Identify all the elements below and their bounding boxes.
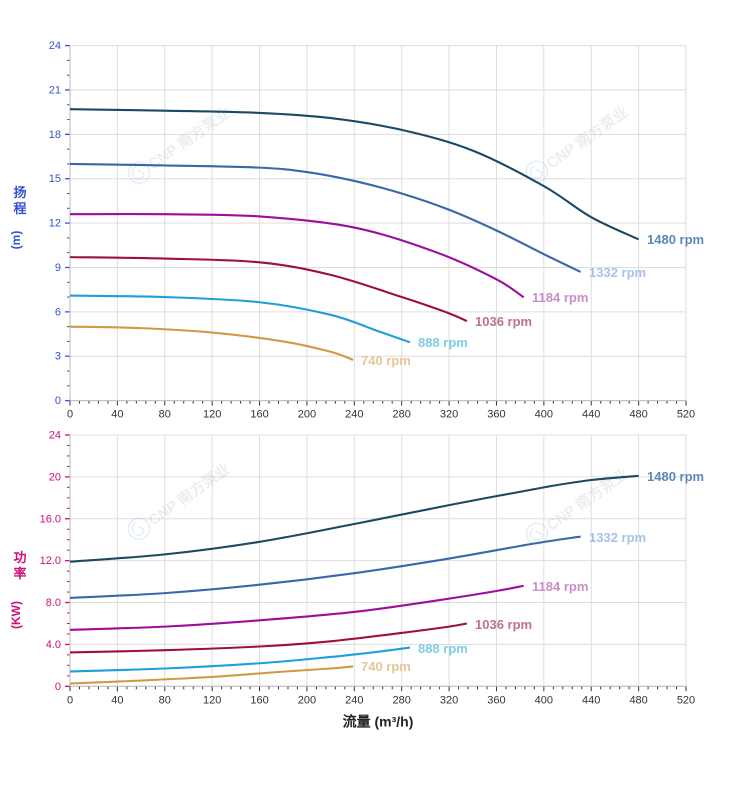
- svg-text:CNP 南方泵业: CNP 南方泵业: [543, 465, 632, 535]
- svg-text:8.0: 8.0: [46, 597, 61, 609]
- svg-text:(KW): (KW): [9, 601, 23, 629]
- svg-text:520: 520: [677, 409, 695, 421]
- svg-text:程: 程: [13, 201, 26, 216]
- svg-text:率: 率: [13, 566, 26, 581]
- svg-text:18: 18: [49, 129, 61, 141]
- svg-text:0: 0: [55, 395, 61, 407]
- svg-text:流量 (m³/h): 流量 (m³/h): [343, 713, 414, 729]
- svg-text:1332 rpm: 1332 rpm: [589, 265, 646, 280]
- svg-text:440: 440: [582, 409, 600, 421]
- svg-text:400: 400: [535, 409, 553, 421]
- svg-text:160: 160: [250, 694, 268, 706]
- svg-text:1036 rpm: 1036 rpm: [475, 314, 532, 329]
- svg-text:1184 rpm: 1184 rpm: [532, 579, 588, 594]
- svg-text:扬: 扬: [13, 185, 26, 200]
- svg-text:320: 320: [440, 694, 458, 706]
- svg-text:20: 20: [49, 471, 61, 483]
- svg-text:280: 280: [393, 694, 411, 706]
- svg-text:480: 480: [629, 409, 647, 421]
- svg-text:1184 rpm: 1184 rpm: [532, 290, 588, 305]
- svg-text:1480 rpm: 1480 rpm: [647, 232, 704, 247]
- svg-text:740 rpm: 740 rpm: [361, 353, 411, 368]
- svg-text:21: 21: [49, 84, 61, 96]
- svg-text:320: 320: [440, 409, 458, 421]
- svg-text:240: 240: [345, 409, 363, 421]
- svg-text:3: 3: [55, 351, 61, 363]
- svg-text:280: 280: [393, 409, 411, 421]
- svg-text:9: 9: [55, 262, 61, 274]
- svg-text:120: 120: [203, 409, 221, 421]
- svg-text:1332 rpm: 1332 rpm: [589, 530, 646, 545]
- svg-text:24: 24: [49, 430, 61, 442]
- svg-text:360: 360: [487, 694, 505, 706]
- svg-text:6: 6: [55, 306, 61, 318]
- svg-text:0: 0: [67, 694, 73, 706]
- svg-text:功: 功: [13, 550, 26, 565]
- svg-text:(m): (m): [9, 231, 23, 250]
- svg-text:160: 160: [250, 409, 268, 421]
- svg-text:740 rpm: 740 rpm: [361, 659, 411, 674]
- svg-text:360: 360: [487, 409, 505, 421]
- svg-text:40: 40: [111, 409, 123, 421]
- svg-text:CNP 南方泵业: CNP 南方泵业: [543, 103, 632, 173]
- svg-text:440: 440: [582, 694, 600, 706]
- svg-text:200: 200: [298, 694, 316, 706]
- svg-text:400: 400: [535, 694, 553, 706]
- svg-text:888 rpm: 888 rpm: [418, 641, 468, 656]
- svg-text:480: 480: [629, 694, 647, 706]
- svg-text:15: 15: [49, 173, 61, 185]
- svg-text:12.0: 12.0: [40, 555, 61, 567]
- svg-text:240: 240: [345, 694, 363, 706]
- svg-text:888 rpm: 888 rpm: [418, 335, 468, 350]
- svg-text:12: 12: [49, 218, 61, 230]
- svg-text:0: 0: [55, 681, 61, 693]
- svg-text:80: 80: [159, 694, 171, 706]
- svg-text:200: 200: [298, 409, 316, 421]
- svg-text:520: 520: [677, 694, 695, 706]
- svg-text:1480 rpm: 1480 rpm: [647, 469, 704, 484]
- svg-text:1036 rpm: 1036 rpm: [475, 617, 532, 632]
- svg-text:0: 0: [67, 409, 73, 421]
- svg-text:80: 80: [159, 409, 171, 421]
- svg-text:40: 40: [111, 694, 123, 706]
- svg-text:4.0: 4.0: [46, 639, 61, 651]
- svg-text:24: 24: [49, 40, 61, 52]
- svg-text:CNP 南方泵业: CNP 南方泵业: [145, 104, 234, 174]
- svg-text:16.0: 16.0: [40, 513, 61, 525]
- svg-text:120: 120: [203, 694, 221, 706]
